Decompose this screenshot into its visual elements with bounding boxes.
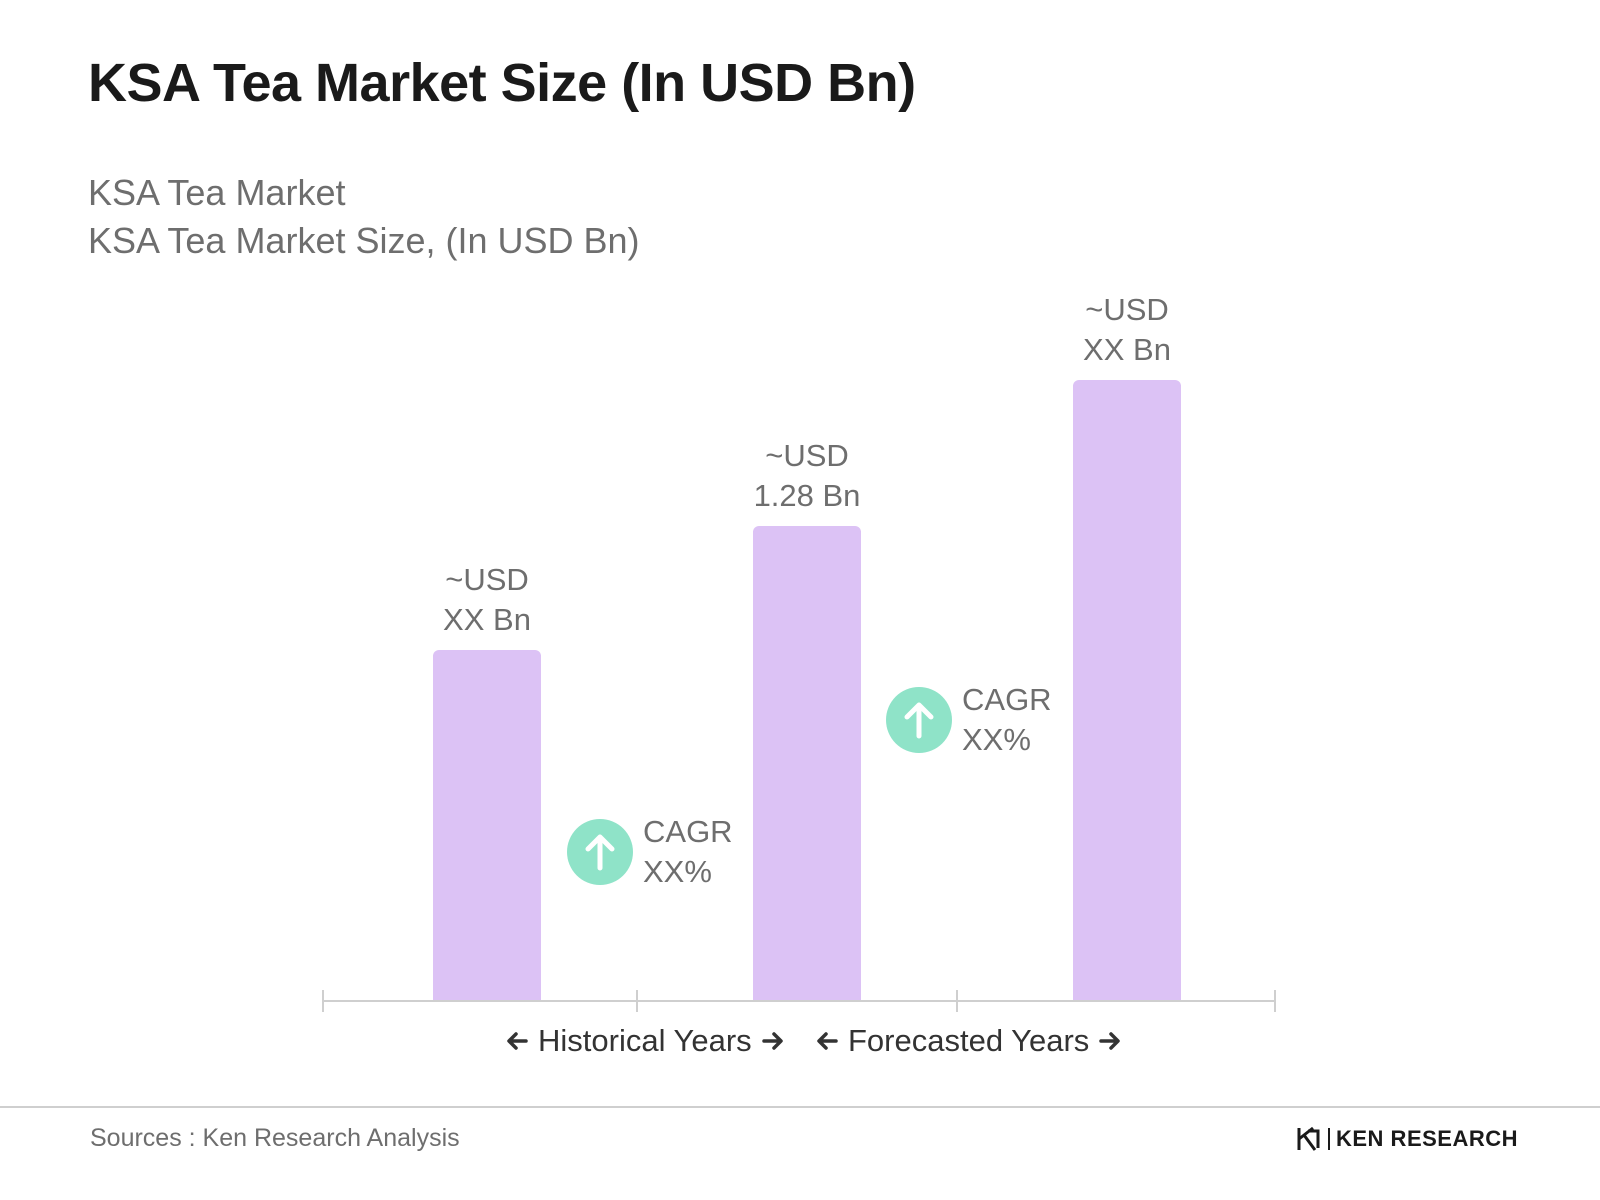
logo-separator <box>1328 1128 1330 1150</box>
chart-subtitle-units: KSA Tea Market Size, (In USD Bn) <box>88 220 640 261</box>
arrow-right-icon <box>761 1032 783 1050</box>
arrow-left-icon <box>507 1032 528 1050</box>
ken-research-logo: KEN RESEARCH <box>1296 1126 1518 1152</box>
x-axis-line <box>322 1000 1276 1002</box>
arrow-up-icon <box>886 687 952 753</box>
chart-subtitle: KSA Tea Market <box>88 172 346 213</box>
page-title: KSA Tea Market Size (In USD Bn) <box>88 53 916 113</box>
bar-data-label-value: XX Bn <box>1083 332 1171 367</box>
bar-data-label-value: XX Bn <box>443 602 531 637</box>
bar-data-label: ~USD 1.28 Bn <box>717 436 897 516</box>
bar-data-label: ~USD XX Bn <box>397 560 577 640</box>
cagr-value: XX% <box>643 854 712 889</box>
x-axis-tick <box>636 990 638 1012</box>
arrow-left-icon <box>817 1032 838 1050</box>
bar-data-label-prefix: ~USD <box>445 562 529 597</box>
cagr-label: CAGR <box>643 814 733 849</box>
bar <box>1073 380 1181 1000</box>
historical-years-label: Historical Years <box>506 1023 784 1059</box>
source-note: Sources : Ken Research Analysis <box>90 1124 460 1152</box>
cagr-label: CAGR <box>962 682 1052 717</box>
historical-years-text: Historical Years <box>538 1023 752 1058</box>
bar <box>433 650 541 1000</box>
bar <box>753 526 861 1000</box>
x-axis-tick <box>956 990 958 1012</box>
x-axis-tick <box>322 990 324 1012</box>
footer-divider <box>0 1106 1600 1108</box>
cagr-value: XX% <box>962 722 1031 757</box>
forecasted-years-text: Forecasted Years <box>848 1023 1090 1058</box>
cagr-text: CAGR XX% <box>643 812 733 892</box>
bar-data-label-prefix: ~USD <box>765 438 849 473</box>
ken-research-k-icon <box>1297 1126 1320 1151</box>
logo-text: KEN RESEARCH <box>1336 1126 1519 1151</box>
forecasted-years-label: Forecasted Years <box>816 1023 1121 1059</box>
cagr-callout: CAGR XX% <box>567 812 733 892</box>
arrow-up-icon <box>567 819 633 885</box>
cagr-text: CAGR XX% <box>962 680 1052 760</box>
bar-data-label-value: 1.28 Bn <box>753 478 861 513</box>
bar-data-label: ~USD XX Bn <box>1037 290 1217 370</box>
x-axis-tick <box>1274 990 1276 1012</box>
cagr-callout: CAGR XX% <box>886 680 1052 760</box>
bar-data-label-prefix: ~USD <box>1085 292 1169 327</box>
arrow-right-icon <box>1099 1032 1121 1050</box>
